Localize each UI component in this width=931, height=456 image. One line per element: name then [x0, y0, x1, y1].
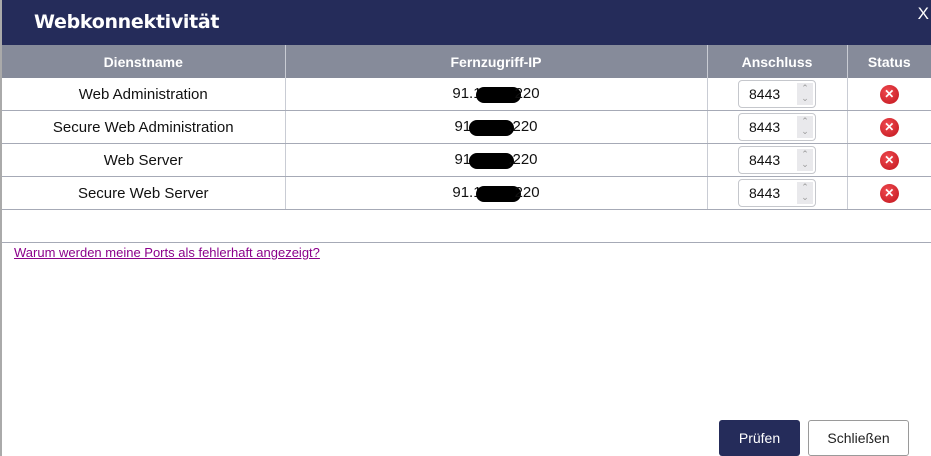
table-row: Secure Web Administration 91. .220 8443 ⌃ ⌄…: [2, 110, 931, 144]
status-cell: ✕: [847, 176, 931, 210]
col-header-ip: Fernzugriff-IP: [285, 45, 708, 78]
table-header: Dienstname Fernzugriff-IP Anschluss Stat…: [2, 45, 931, 78]
ip-prefix: 91.1: [452, 184, 482, 202]
col-header-status: Status: [847, 45, 931, 78]
port-input[interactable]: 8443 ⌃ ⌄: [738, 146, 816, 174]
spinner-arrows-icon[interactable]: ⌃ ⌄: [797, 149, 813, 171]
table-row: Web Administration 91.1 220 8443 ⌃ ⌄ ✕: [2, 78, 931, 111]
port-input[interactable]: 8443 ⌃ ⌄: [738, 113, 816, 141]
redaction-mark: [469, 119, 515, 136]
service-name: Secure Web Server: [2, 176, 286, 210]
port-value: 8443: [749, 152, 781, 168]
redaction-mark: [475, 86, 521, 103]
table-row: Secure Web Server 91.1 220 8443 ⌃ ⌄ ✕: [2, 176, 931, 210]
ip-suffix: 220: [514, 85, 540, 103]
error-status-icon: ✕: [879, 183, 899, 203]
redaction-mark: [469, 152, 515, 169]
ip-suffix: .220: [508, 118, 538, 136]
status-cell: ✕: [847, 110, 931, 144]
remote-ip: 91. .220: [285, 110, 708, 144]
port-input[interactable]: 8443 ⌃ ⌄: [738, 80, 816, 108]
spinner-arrows-icon[interactable]: ⌃ ⌄: [797, 116, 813, 138]
port-value: 8443: [749, 185, 781, 201]
error-status-icon: ✕: [879, 84, 899, 104]
col-header-port: Anschluss: [707, 45, 848, 78]
close-button[interactable]: Schließen: [808, 420, 909, 456]
port-value: 8443: [749, 119, 781, 135]
error-status-icon: ✕: [879, 150, 899, 170]
ip-prefix: 91.1: [452, 85, 482, 103]
redaction-mark: [475, 185, 521, 202]
service-name: Secure Web Administration: [2, 110, 286, 144]
port-cell: 8443 ⌃ ⌄: [707, 176, 848, 210]
dialog-title: Webkonnektivität: [34, 11, 220, 33]
ip-suffix: 220: [514, 184, 540, 202]
status-cell: ✕: [847, 78, 931, 111]
spinner-arrows-icon[interactable]: ⌃ ⌄: [797, 83, 813, 105]
empty-row: [2, 209, 931, 243]
col-header-service: Dienstname: [2, 45, 286, 78]
dialog-content: Dienstname Fernzugriff-IP Anschluss Stat…: [0, 45, 931, 456]
port-value: 8443: [749, 86, 781, 102]
table-row: Web Server 91. .220 8443 ⌃ ⌄ ✕: [2, 143, 931, 177]
remote-ip: 91. .220: [285, 143, 708, 177]
spinner-arrows-icon[interactable]: ⌃ ⌄: [797, 182, 813, 204]
check-button[interactable]: Prüfen: [719, 420, 800, 456]
port-cell: 8443 ⌃ ⌄: [707, 78, 848, 111]
close-icon[interactable]: X: [917, 4, 929, 23]
service-name: Web Server: [2, 143, 286, 177]
service-name: Web Administration: [2, 78, 286, 111]
port-cell: 8443 ⌃ ⌄: [707, 110, 848, 144]
port-input[interactable]: 8443 ⌃ ⌄: [738, 179, 816, 207]
error-status-icon: ✕: [879, 117, 899, 137]
connectivity-table: Dienstname Fernzugriff-IP Anschluss Stat…: [2, 45, 931, 243]
remote-ip: 91.1 220: [285, 176, 708, 210]
status-cell: ✕: [847, 143, 931, 177]
port-cell: 8443 ⌃ ⌄: [707, 143, 848, 177]
ip-suffix: .220: [508, 151, 538, 169]
help-link[interactable]: Warum werden meine Ports als fehlerhaft …: [14, 245, 320, 260]
dialog-titlebar: Webkonnektivität X: [0, 0, 931, 45]
remote-ip: 91.1 220: [285, 78, 708, 111]
